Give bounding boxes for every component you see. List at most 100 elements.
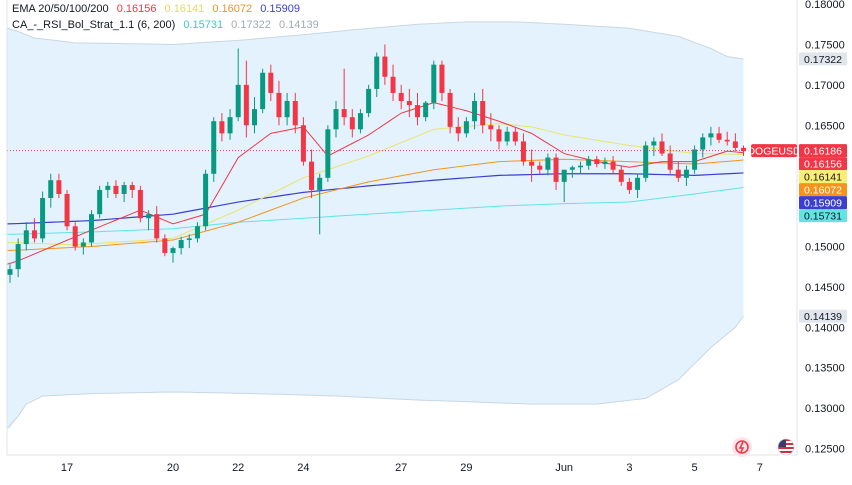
candle-body (219, 121, 225, 134)
candle-body (349, 117, 355, 130)
candle-body (431, 64, 437, 103)
x-tick-label: 5 (692, 462, 698, 474)
y-tick-label: 0.17000 (805, 80, 845, 92)
candle-body (635, 177, 641, 190)
y-tick-label: 0.14500 (805, 282, 845, 294)
candle-body (178, 240, 184, 249)
price-label-box (799, 196, 847, 210)
candle-body (610, 161, 616, 170)
candle-body (406, 101, 412, 106)
candle-body (512, 131, 518, 142)
candle-body (472, 101, 478, 122)
candle-body (137, 189, 143, 219)
candle-body (561, 169, 567, 182)
candle-body (708, 133, 714, 138)
price-label-box (799, 52, 847, 66)
x-tick-label: 20 (167, 462, 179, 474)
price-label: 0.16156 (804, 159, 842, 171)
bb-upper-legend-value: 0.17322 (231, 19, 271, 31)
candle-body (643, 145, 649, 178)
candle-body (374, 56, 380, 89)
candle-body (162, 238, 168, 253)
candle-body (398, 92, 404, 102)
candle-body (170, 248, 176, 253)
candle-body (594, 159, 600, 165)
candle-body (121, 185, 127, 194)
candle-body (252, 109, 257, 126)
candle-body (284, 101, 290, 118)
x-tick-label: 17 (61, 462, 73, 474)
candle-body (203, 173, 209, 227)
y-tick-label: 0.13000 (805, 403, 845, 415)
candle-body (626, 181, 632, 190)
price-label-box (799, 157, 847, 171)
ema100-line (6, 158, 744, 252)
candle-body (675, 169, 681, 178)
bollinger-band-fill (7, 21, 744, 429)
x-tick-label: 24 (297, 462, 309, 474)
candle-body (97, 189, 103, 215)
candle-body (146, 214, 152, 219)
price-label-box (799, 309, 847, 323)
candle-body (341, 109, 347, 118)
candle-body (15, 244, 21, 270)
candle-body (659, 141, 665, 154)
candle-body (578, 165, 583, 168)
price-label-box (799, 183, 847, 197)
y-tick-label: 0.13500 (805, 363, 845, 375)
candle-body (31, 230, 37, 239)
price-label: 0.16141 (804, 172, 842, 184)
candle-body (276, 92, 282, 118)
candle-body (113, 185, 119, 194)
candle-body (741, 147, 746, 152)
candle-body (309, 161, 315, 190)
candle-body (618, 169, 624, 182)
bollinger-middle-line (6, 187, 744, 235)
y-tick-label: 0.18000 (805, 0, 845, 11)
x-tick-label: 3 (626, 462, 632, 474)
y-tick-label: 0.15000 (805, 241, 845, 253)
candle-body (529, 161, 535, 166)
price-label-box (799, 209, 847, 223)
bb-legend-label: CA_-_RSI_Bol_Strat_1.1 (6, 200) (12, 19, 176, 31)
price-label: 0.16072 (804, 185, 842, 197)
candle-body (496, 129, 502, 142)
candle-body (553, 157, 559, 182)
us-flag-icon[interactable] (776, 437, 796, 457)
candle-body (194, 226, 200, 239)
x-tick-label: 22 (232, 462, 244, 474)
candle-body (325, 129, 331, 178)
candle-body (154, 214, 160, 239)
candle-body (732, 141, 738, 148)
candle-body (129, 185, 135, 190)
candle-body (716, 133, 722, 140)
tradingview-logo-icon[interactable] (732, 437, 752, 457)
candle-body (268, 72, 274, 93)
x-tick-label: 27 (395, 462, 407, 474)
candle-body (415, 105, 420, 118)
price-label-box (799, 144, 847, 158)
candle-body (447, 92, 453, 127)
candle-body (537, 165, 543, 170)
candle-body (520, 141, 526, 162)
candle-body (292, 101, 298, 126)
candle-body (692, 149, 698, 170)
x-tick-label: 29 (460, 462, 472, 474)
symbol-label: DOGEUSD (747, 146, 801, 158)
candle-body (724, 139, 730, 142)
candle-body (89, 214, 94, 243)
candle-body (317, 177, 323, 190)
candle-body (423, 102, 429, 118)
candle-body (48, 180, 54, 199)
ema200-legend-value: 0.15909 (260, 3, 300, 15)
candle-body (455, 126, 461, 134)
candle-body (463, 121, 469, 134)
candle-body (439, 64, 445, 93)
bb-mid-legend-value: 0.15731 (183, 19, 224, 31)
y-tick-label: 0.16500 (805, 120, 845, 132)
candle-body (488, 125, 494, 130)
price-label: 0.17322 (804, 54, 842, 66)
candle-body (333, 109, 339, 130)
candle-body (683, 169, 689, 178)
